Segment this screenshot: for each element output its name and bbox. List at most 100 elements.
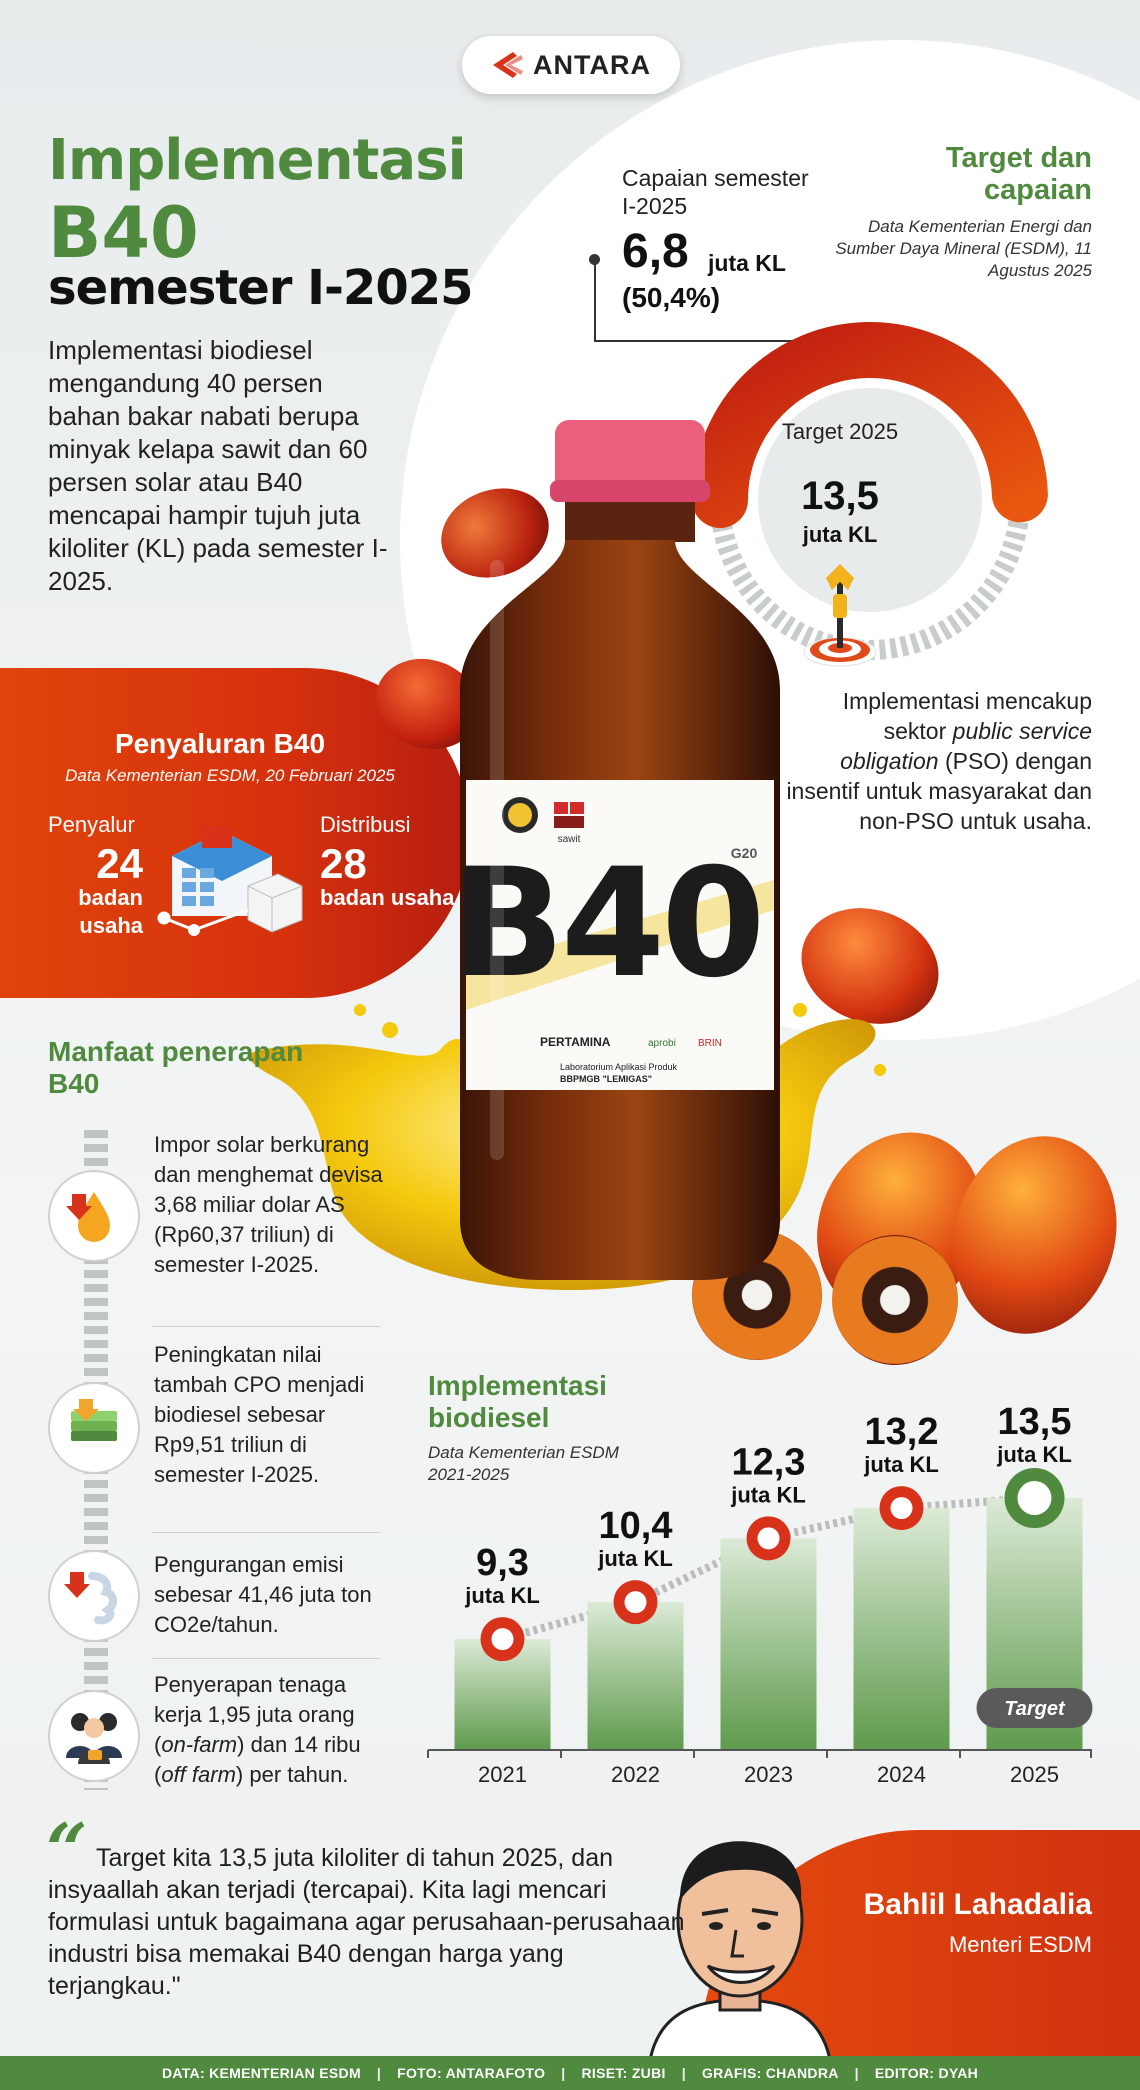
distribution-source: Data Kementerian ESDM, 20 Februari 2025: [65, 766, 395, 785]
distribution-title: Penyaluran B40: [114, 728, 326, 759]
gauge-center: [758, 388, 982, 612]
chart-title: Implementasi biodiesel: [428, 1370, 607, 1433]
chart-trend-line: [501, 1494, 1035, 1643]
palm-fruit-cut-image: [832, 1235, 958, 1365]
bottle-brand-small: sawit: [558, 834, 581, 845]
distribution-unit: badan usaha: [320, 885, 455, 910]
chart-x-tick-label: 2021: [478, 1762, 527, 1787]
footer-separator: |: [561, 2065, 566, 2081]
achievement-unit: juta KL: [708, 250, 786, 276]
chart-target-annotation: Target: [1004, 1698, 1066, 1720]
chart-value-label: 13,2: [865, 1411, 939, 1453]
gauge-fill: [692, 322, 1048, 528]
benefit-text-part: on-farm: [161, 1732, 238, 1757]
benefit-text: Impor solar berkurang dan menghemat devi…: [154, 1132, 383, 1277]
chart-value-label: 12,3: [732, 1441, 806, 1483]
logo-text: ANTARA: [533, 49, 651, 80]
bottle-pertamina-text: PERTAMINA: [540, 1035, 611, 1049]
chart-unit-label: juta KL: [597, 1546, 673, 1571]
chart-x-tick-label: 2025: [1010, 1762, 1059, 1787]
benefit-text: Peningkatan nilai tambah CPO menjadi bio…: [154, 1342, 365, 1487]
pso-note: Implementasi mencakup sektor public serv…: [782, 686, 1092, 836]
footer-credit: DATA: KEMENTERIAN ESDM: [161, 2065, 361, 2081]
target-heading: Target dan capaian: [945, 142, 1092, 206]
speaker-portrait-illustration: [648, 1841, 832, 2060]
chart-unit-label: juta KL: [730, 1482, 806, 1507]
chart-point-marker-inner: [1017, 1481, 1052, 1515]
chart-point-marker-inner: [491, 1628, 514, 1651]
chart-source: Data Kementerian ESDM 2021-2025: [428, 1443, 619, 1484]
bullseye-target-icon: [803, 564, 877, 667]
antara-logo-icon: [493, 52, 523, 78]
target-unit: juta KL: [802, 522, 878, 547]
benefit-text-part: ) dan 14 ribu (: [154, 1732, 361, 1787]
chart-x-tick-label: 2024: [877, 1762, 926, 1787]
divider: [152, 1532, 380, 1533]
fuel-drop-icon: [48, 1170, 140, 1262]
distributor-value: 24: [96, 840, 143, 887]
distributor-label: Penyalur: [48, 812, 135, 837]
footer-credit: RISET: ZUBI: [581, 2065, 666, 2081]
workers-icon: [48, 1690, 140, 1782]
achievement-percent: (50,4%): [622, 282, 721, 313]
distribution-label: Distribusi: [320, 812, 411, 837]
bottle-aprobi-text: aprobi: [648, 1038, 676, 1049]
b40-bottle-image: sawit G20 B40 PERTAMINA aprobi BRIN Labo…: [450, 420, 780, 1280]
chart-x-tick-label: 2023: [744, 1762, 793, 1787]
bottle-lab-line-2: BBPMGB "LEMIGAS": [560, 1074, 652, 1084]
footer-credit: EDITOR: DYAH: [874, 2065, 979, 2081]
intro-paragraph: Implementasi biodiesel mengandung 40 per…: [48, 335, 388, 596]
achievement-label: Capaian semester I-2025: [622, 165, 809, 219]
credits-footer: DATA: KEMENTERIAN ESDM | FOTO: ANTARAFOTO |…: [0, 2056, 1140, 2090]
chart-bar: [853, 1508, 950, 1750]
palm-fruit-image: [931, 1117, 1139, 1353]
achievement-value: 6,8: [622, 225, 689, 278]
target-value: 13,5: [801, 474, 879, 518]
antara-logo: ANTARA: [462, 36, 680, 94]
benefit-text: Pengurangan emisi sebesar 41,46 juta ton…: [154, 1552, 372, 1637]
chart-point-marker-inner: [890, 1497, 913, 1520]
chart-unit-label: juta KL: [996, 1442, 1072, 1467]
bottle-g20-text: G20: [731, 845, 758, 861]
chart-point-marker-inner: [624, 1591, 647, 1614]
progress-gauge: [692, 322, 1048, 660]
footer-separator: |: [681, 2065, 686, 2081]
quote-body: Target kita 13,5 juta kiloliter di tahun…: [48, 1844, 685, 2000]
money-stack-icon: [48, 1382, 140, 1474]
pso-text-1: Implementasi mencakup sektor: [842, 688, 1092, 744]
emission-down-icon: [48, 1550, 140, 1642]
warehouse-delivery-icon: [157, 826, 303, 936]
chart-unit-label: juta KL: [863, 1452, 939, 1477]
chart-bar: [720, 1538, 817, 1750]
chart-target-annotation-pill: [976, 1688, 1093, 1728]
footer-separator: |: [376, 2065, 382, 2081]
footer-credit: GRAFIS: CHANDRA: [701, 2065, 839, 2081]
chart-bar: [587, 1602, 684, 1750]
chart-point-marker-inner: [757, 1527, 780, 1550]
benefit-text: Penyerapan tenaga kerja 1,95 juta orang …: [154, 1670, 384, 1790]
bottle-main-label: B40: [450, 837, 761, 1011]
footer-separator: |: [854, 2065, 859, 2081]
distribution-value: 28: [320, 840, 367, 887]
chart-value-label: 10,4: [599, 1505, 673, 1547]
bottle-brin-text: BRIN: [698, 1038, 722, 1049]
chart-unit-label: juta KL: [464, 1583, 540, 1608]
pso-term: public service obligation: [840, 718, 1092, 774]
benefit-text-part: off farm: [161, 1762, 236, 1787]
target-label: Target 2025: [781, 419, 899, 444]
footer-credit: FOTO: ANTARAFOTO: [397, 2065, 546, 2081]
target-source: Data Kementerian Energi dan Sumber Daya …: [835, 217, 1092, 280]
benefit-text-part: ) per tahun.: [235, 1762, 349, 1787]
divider: [152, 1658, 380, 1659]
pso-text-2: (PSO) dengan insentif untuk masyarakat d…: [786, 748, 1092, 834]
callout-dot: [589, 254, 600, 265]
divider: [152, 1326, 380, 1327]
benefit-text-part: Penyerapan tenaga kerja 1,95 juta orang …: [154, 1672, 355, 1757]
chart-x-tick-label: 2022: [611, 1762, 660, 1787]
distributor-unit: badan usaha: [78, 885, 143, 938]
chart-value-label: 9,3: [476, 1542, 529, 1584]
page-title-line-3: semester I-2025: [48, 260, 474, 316]
speaker-role: Menteri ESDM: [948, 1932, 1092, 1957]
callout-line: [594, 258, 840, 342]
